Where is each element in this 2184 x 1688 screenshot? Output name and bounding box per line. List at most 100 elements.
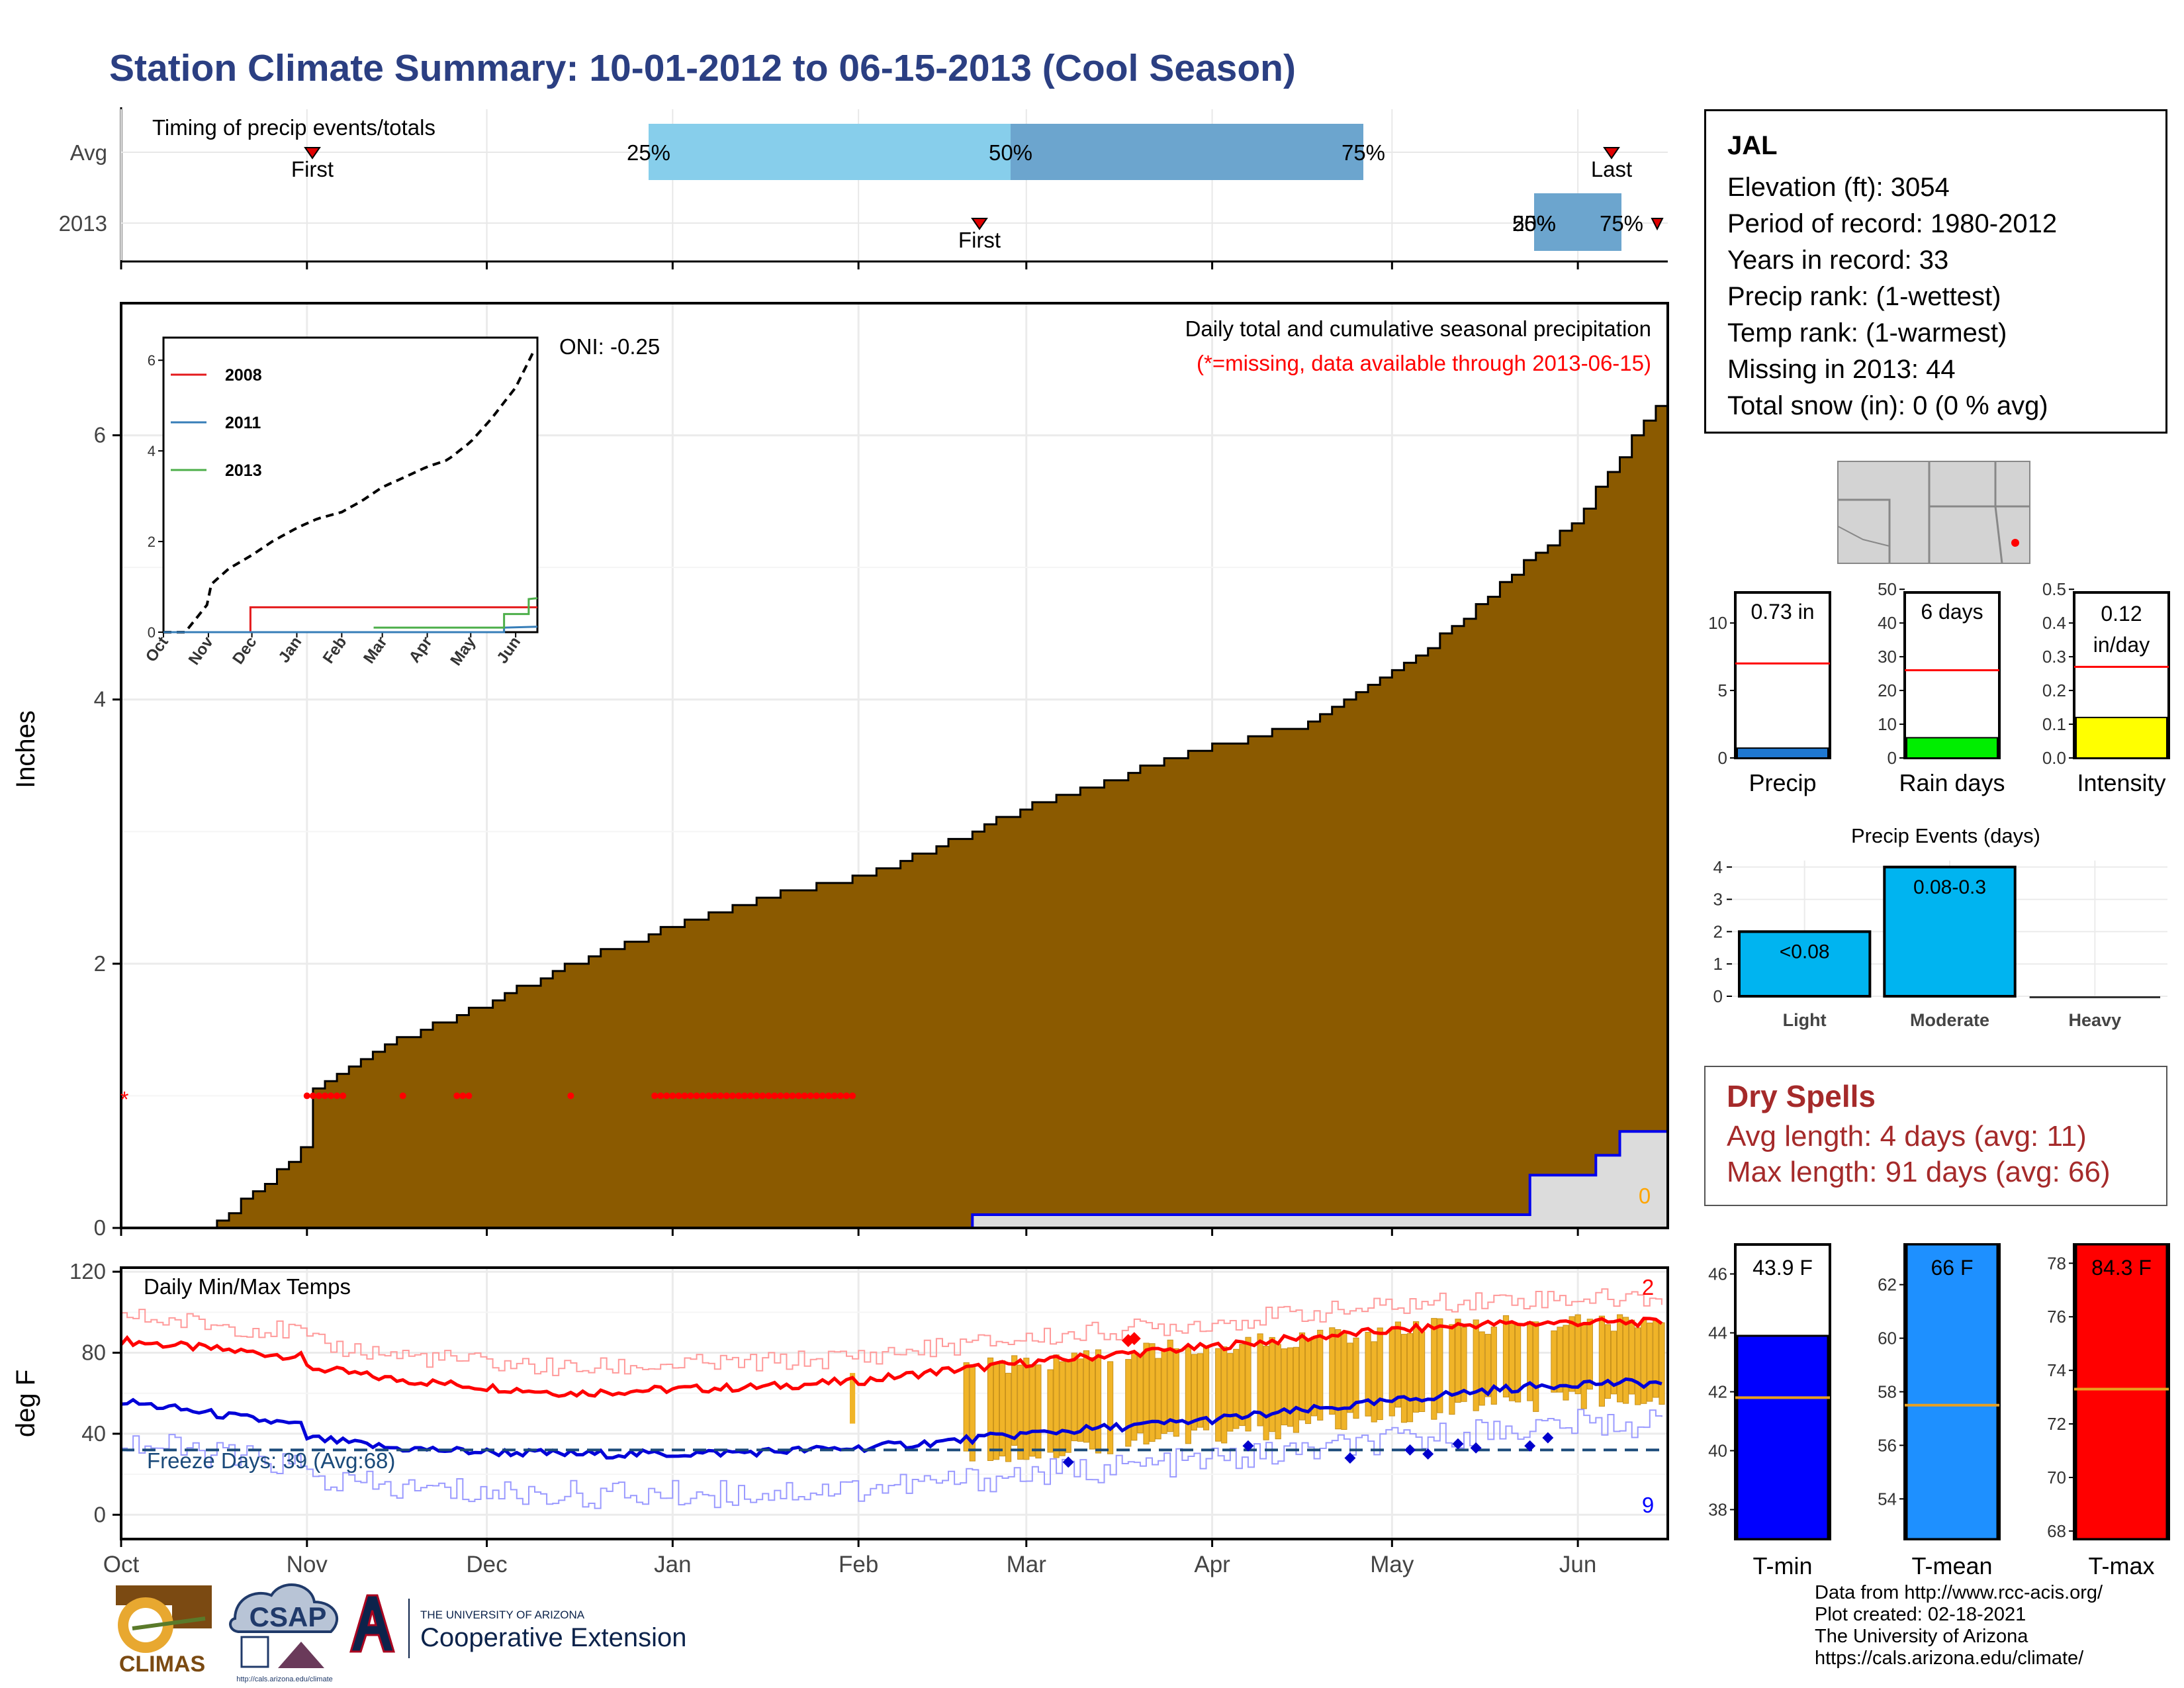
csap-logo: CSAP http://cals.arizona.edu/climate xyxy=(229,1583,339,1683)
period-line: Period of record: 1980-2012 xyxy=(1727,209,2058,238)
low-count: 9 xyxy=(1642,1493,1654,1517)
timing-panel: Avg 2013 Timing of precip events/totals … xyxy=(59,107,1668,269)
svg-text:0.1: 0.1 xyxy=(2042,714,2066,734)
2013-first-label: First xyxy=(958,228,1001,252)
2013-last-marker xyxy=(1651,218,1664,231)
avg-last-label: Last xyxy=(1591,157,1632,181)
precip-title: Daily total and cumulative seasonal prec… xyxy=(1185,316,1651,341)
avg-p50-label: 50% xyxy=(989,140,1032,165)
precip-events-chart: Precip Events (days) 0 1 2 3 4 <0.08 Light 0.08-… xyxy=(1713,824,2167,1030)
locator-map xyxy=(1837,461,2030,564)
svg-text:54: 54 xyxy=(1878,1489,1897,1509)
month-label-dec: Dec xyxy=(466,1552,507,1577)
svg-text:80: 80 xyxy=(81,1340,106,1365)
svg-text:46: 46 xyxy=(1708,1264,1727,1284)
event-bar-heavy xyxy=(2029,996,2161,998)
timing-title: Timing of precip events/totals xyxy=(152,115,435,140)
svg-text:62: 62 xyxy=(1878,1275,1897,1295)
svg-text:4: 4 xyxy=(94,687,106,712)
row-label-avg: Avg xyxy=(70,140,107,165)
years-line: Years in record: 33 xyxy=(1727,246,1949,275)
season-summary-bars: 0 5 10 0.73 in Precip 0 10 20 30 40 50 6 days Rain d… xyxy=(1708,579,2170,796)
month-label-jan: Jan xyxy=(654,1552,691,1577)
temp-bar-t-min: 38 40 42 44 46 43.9 F T-min xyxy=(1708,1243,1831,1579)
svg-text:0: 0 xyxy=(148,624,156,641)
month-label-feb: Feb xyxy=(839,1552,878,1577)
svg-text:2011: 2011 xyxy=(225,414,261,432)
svg-text:40: 40 xyxy=(81,1421,106,1446)
climas-logo: CLIMAS xyxy=(116,1585,212,1677)
dry-spells-title: Dry Spells xyxy=(1727,1079,1876,1113)
mini-bar-precip: 0 5 10 0.73 in Precip xyxy=(1708,591,1831,796)
temp-panel: 0 40 80 120 deg F Daily Min/Max Temps Freez… xyxy=(11,1259,1669,1577)
freeze-days-label: Freeze Days: 39 (Avg:68) xyxy=(147,1448,395,1473)
month-label-oct: Oct xyxy=(103,1552,140,1577)
month-label-apr: Apr xyxy=(1194,1552,1230,1577)
missing-line: Missing in 2013: 44 xyxy=(1727,355,1956,384)
main-charts: Avg 2013 Timing of precip events/totals … xyxy=(11,107,1669,1577)
svg-text:30: 30 xyxy=(1878,647,1897,667)
svg-text:0.0: 0.0 xyxy=(2042,748,2066,768)
elevation-line: Elevation (ft): 3054 xyxy=(1727,173,1950,202)
svg-text:1: 1 xyxy=(1713,954,1723,974)
svg-text:40: 40 xyxy=(1878,613,1897,633)
svg-text:72: 72 xyxy=(2047,1414,2066,1434)
event-bar-light xyxy=(1737,930,1872,998)
svg-text:0: 0 xyxy=(94,1215,106,1240)
avg-tmax-line xyxy=(120,1317,1663,1398)
svg-text:6: 6 xyxy=(94,423,106,447)
page-title: Station Climate Summary: 10-01-2012 to 0… xyxy=(109,47,1296,89)
missing-star-edge: * xyxy=(120,1087,129,1111)
svg-text:6: 6 xyxy=(148,352,156,369)
avg-quartile-bar-low xyxy=(649,124,1011,180)
logos: CLIMAS CSAP http://cals.arizona.edu/clim… xyxy=(116,1583,686,1683)
svg-text:76: 76 xyxy=(2047,1307,2066,1327)
svg-text:in/day: in/day xyxy=(2093,633,2150,657)
precip-ylabel: Inches xyxy=(11,710,40,788)
svg-text:78: 78 xyxy=(2047,1253,2066,1273)
svg-text:56: 56 xyxy=(1878,1435,1897,1455)
current-total-label: 0 xyxy=(1639,1184,1651,1208)
avg-p25-label: 25% xyxy=(627,140,670,165)
svg-text:74: 74 xyxy=(2047,1360,2066,1380)
mini-bar-intensity: 0.0 0.1 0.2 0.3 0.4 0.5 0.12 in/day Intensity xyxy=(2042,579,2170,796)
svg-text:6 days: 6 days xyxy=(1921,600,1983,624)
svg-text:0.2: 0.2 xyxy=(2042,680,2066,700)
month-label-may: May xyxy=(1370,1552,1414,1577)
footer-university: The University of Arizona xyxy=(1815,1626,2028,1647)
record-low-line xyxy=(121,1409,1662,1509)
svg-text:120: 120 xyxy=(69,1259,106,1284)
svg-text:0: 0 xyxy=(94,1502,106,1526)
svg-text:0: 0 xyxy=(1888,748,1897,768)
svg-text:Precip: Precip xyxy=(1749,769,1816,796)
footer-url: https://cals.arizona.edu/climate/ xyxy=(1815,1648,2084,1669)
precip-panel: 0 2 4 6 Inches ONI: -0.25 Daily total and c… xyxy=(11,302,1669,1240)
svg-text:20: 20 xyxy=(1878,680,1897,700)
svg-text:84.3 F: 84.3 F xyxy=(2091,1256,2152,1280)
month-label-nov: Nov xyxy=(287,1552,328,1577)
svg-text:68: 68 xyxy=(2047,1521,2066,1541)
svg-text:10: 10 xyxy=(1708,613,1727,633)
missing-markers xyxy=(303,1092,856,1100)
svg-text:Rain days: Rain days xyxy=(1899,769,2005,796)
svg-text:0.08-0.3: 0.08-0.3 xyxy=(1913,876,1986,898)
cumulative-precip-area xyxy=(121,399,1669,1229)
svg-text:0.5: 0.5 xyxy=(2042,579,2066,599)
avg-p75-label: 75% xyxy=(1342,140,1385,165)
temp-rank-line: Temp rank: (1-warmest) xyxy=(1727,318,2007,348)
svg-text:40: 40 xyxy=(1708,1441,1727,1461)
svg-text:Moderate: Moderate xyxy=(1910,1010,1989,1030)
svg-text:44: 44 xyxy=(1708,1323,1727,1343)
svg-text:38: 38 xyxy=(1708,1500,1727,1520)
footer: Data from http://www.rcc-acis.org/ Plot … xyxy=(1815,1582,2103,1669)
avg-last-marker xyxy=(1603,147,1620,160)
svg-text:50: 50 xyxy=(1878,579,1897,599)
svg-text:Light: Light xyxy=(1783,1010,1827,1030)
svg-text:42: 42 xyxy=(1708,1382,1727,1402)
avg-first-marker xyxy=(304,147,321,160)
precip-rank-line: Precip rank: (1-wettest) xyxy=(1727,282,2001,311)
station-location-dot xyxy=(2011,539,2019,547)
avg-quartile-bar-high xyxy=(1011,124,1363,180)
avg-first-label: First xyxy=(291,157,334,181)
